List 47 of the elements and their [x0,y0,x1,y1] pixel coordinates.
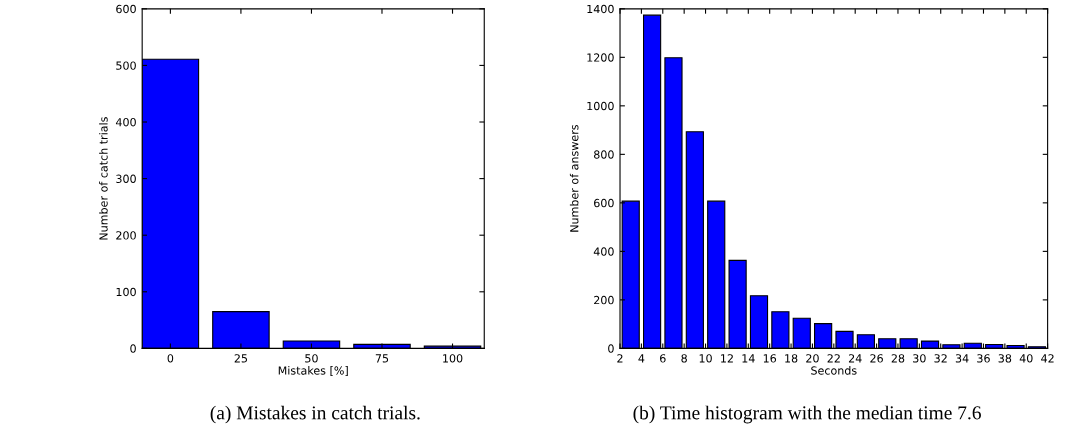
y-tick-label: 1000 [587,101,614,111]
y-tick-label: 0 [608,344,614,353]
y-tick-label: 1400 [587,4,614,14]
y-tick-label: 800 [594,150,614,159]
x-tick-label: 40 [1019,354,1033,363]
x-tick-label: 20 [806,354,819,363]
y-axis-title: Number of catch trials [99,117,108,240]
x-tick-label: 28 [891,354,905,363]
x-tick-label: 14 [742,354,755,363]
x-axis-title: Seconds [811,366,857,375]
x-tick-label: 42 [1041,354,1054,363]
x-tick-label: 10 [699,354,712,363]
x-tick-label: 2 [617,354,623,363]
x-tick-label: 6 [660,354,666,363]
x-tick-label: 18 [785,354,798,363]
x-tick-label: 38 [998,354,1012,363]
y-tick-label: 100 [116,287,136,297]
x-tick-label: 22 [827,354,840,363]
x-tick-label: 25 [234,354,248,363]
x-tick-label: 30 [913,354,926,363]
x-tick-label: 75 [375,354,389,363]
x-axis-title: Mistakes [%] [278,366,348,376]
y-tick-label: 1200 [587,53,614,62]
x-tick-label: 50 [305,354,318,363]
x-tick-label: 26 [870,354,883,363]
y-axis-title: Number of answers [569,124,579,232]
x-tick-label: 16 [763,354,777,363]
x-tick-label: 24 [848,354,862,363]
text: (b) Time histogram with the median time 7.6 [633,405,981,424]
y-tick-label: 0 [130,344,136,353]
y-tick-label: 600 [116,4,136,14]
x-tick-label: 100 [443,354,463,363]
x-tick-label: 4 [638,354,645,363]
y-tick-label: 600 [594,198,614,208]
text: (a) Mistakes in catch trials. [210,405,420,424]
y-tick-label: 400 [593,247,614,256]
y-tick-label: 200 [116,231,136,240]
x-tick-label: 36 [977,354,990,363]
x-tick-label: 34 [955,354,969,363]
y-tick-label: 400 [115,117,136,127]
y-tick-label: 500 [116,61,136,70]
x-tick-label: 8 [681,354,687,363]
x-tick-label: 32 [934,354,947,363]
y-tick-label: 200 [594,295,614,305]
y-tick-label: 300 [116,174,136,183]
x-tick-label: 0 [167,354,174,363]
x-tick-label: 12 [721,354,733,363]
